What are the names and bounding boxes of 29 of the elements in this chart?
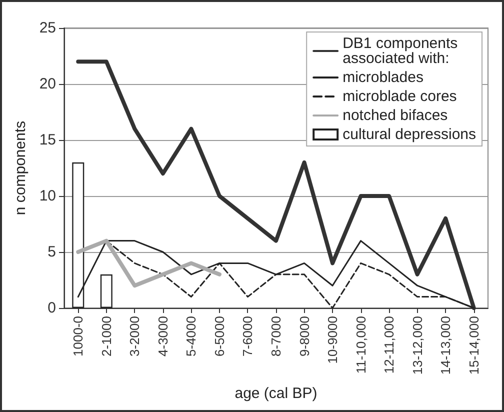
x-tick-label: 3-2000 [127,316,142,356]
legend-label: microblades [342,69,424,86]
x-tick-label: 14-13,000 [438,316,454,375]
x-tick-label: 2-1000 [98,316,114,356]
y-tick-label: 0 [48,300,56,316]
x-tick-label: 11-10,000 [353,316,368,374]
line-series [76,238,222,288]
x-tick-label: 7-6000 [240,316,256,356]
x-tick-label: 1000-0 [70,316,86,356]
legend-label: microblade cores [342,88,457,105]
x-tick-label: 9-8000 [296,316,312,356]
x-tick-label: 13-12,000 [410,316,425,375]
legend-label: DB1 components associated with: [342,35,458,67]
legend-label: notched bifaces [342,107,448,124]
legend-label: cultural depressions [342,126,476,143]
y-axis-title: n components [12,120,29,216]
x-tick-label: 12-11,000 [382,316,397,374]
x-tick-label: 15-14,000 [466,316,482,375]
y-tick-label: 5 [48,244,56,260]
y-tick-label: 10 [39,188,56,204]
y-tick-label: 20 [39,76,56,92]
x-tick-label: 5-4000 [184,316,199,356]
y-tick-label: 25 [39,20,56,36]
x-tick-label: 10-9000 [325,316,340,364]
x-tick-label: 8-7000 [268,316,284,356]
y-tick-label: 15 [39,132,56,148]
x-axis-title: age (cal BP) [234,385,318,402]
x-tick-label: 6-5000 [212,316,227,356]
x-tick-label: 4-3000 [155,316,170,356]
